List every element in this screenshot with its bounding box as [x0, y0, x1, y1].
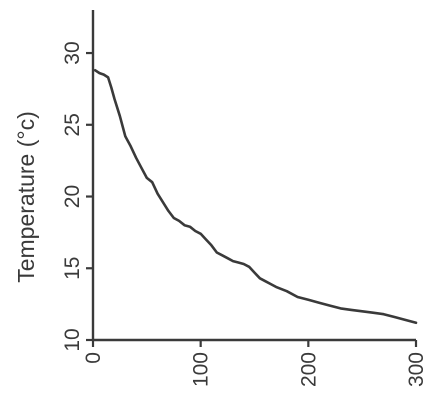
series-group: [93, 69, 418, 325]
axes: [91, 10, 416, 342]
y-tick-label: 20: [61, 185, 84, 208]
y-tick-label: 15: [61, 257, 84, 280]
x-tick-label: 100: [190, 352, 213, 387]
x-tick-label: 300: [405, 352, 428, 387]
y-axis-label: Temperature (°c): [13, 111, 39, 283]
y-tick-label: 25: [61, 113, 84, 136]
x-tick-label: 0: [82, 352, 105, 364]
x-tick-label: 200: [297, 352, 320, 387]
y-tick-label: 10: [61, 328, 84, 351]
y-ticks: 10 15 20 25 30: [61, 41, 93, 352]
x-ticks: 0 100 200 300: [82, 340, 428, 387]
temperature-series-line: [93, 69, 418, 325]
y-tick-label: 30: [61, 41, 84, 64]
